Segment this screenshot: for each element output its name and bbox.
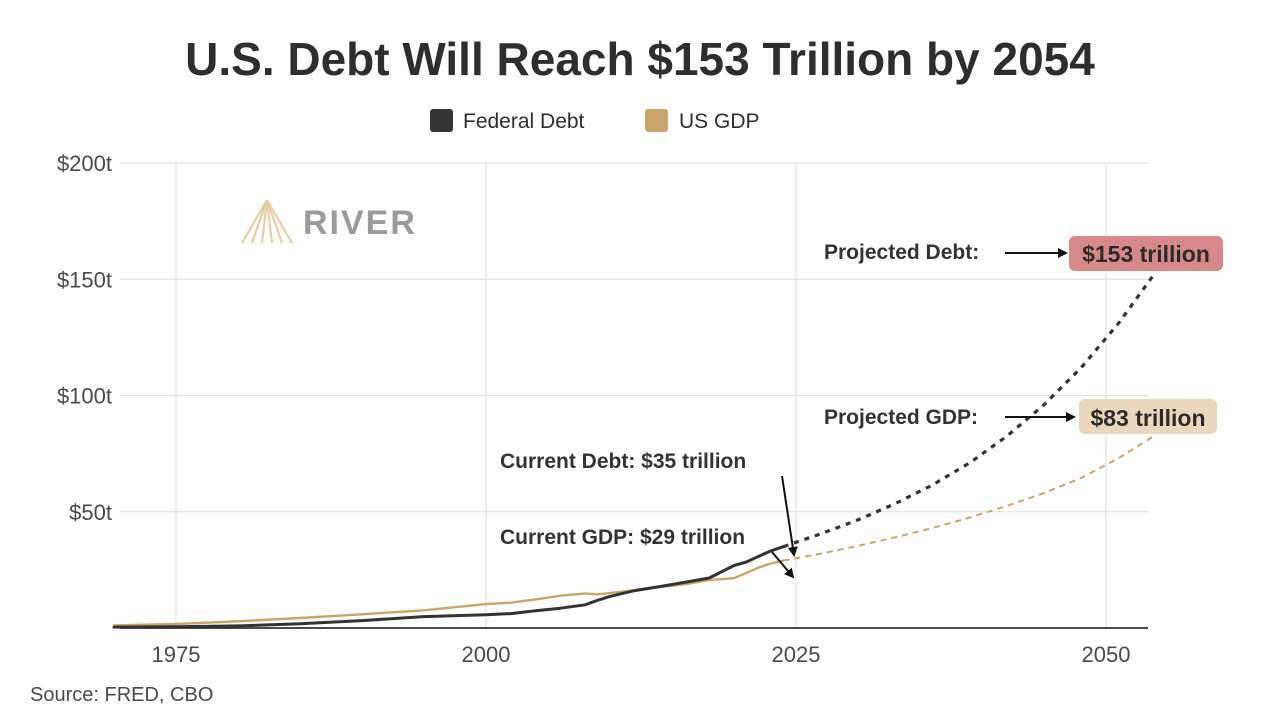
callout-projected-gdp-value: $83 trillion: [1090, 405, 1205, 431]
line-historical-federal-debt: [112, 545, 786, 629]
annotation-projected-debt: Projected Debt: $153 trillion: [824, 236, 1223, 271]
river-logo-icon: [241, 199, 293, 244]
river-logo-text: RIVER: [303, 204, 417, 242]
annotation-current-debt-text: Current Debt: $35 trillion: [500, 450, 746, 473]
annotation-current-gdp: Current GDP: $29 trillion: [500, 526, 795, 579]
arrow-current-gdp: [771, 551, 795, 579]
callout-projected-debt-box: [1069, 236, 1223, 271]
annotation-projected-gdp: Projected GDP: $83 trillion: [824, 399, 1217, 434]
annotation-current-gdp-text: Current GDP: $29 trillion: [500, 526, 745, 549]
arrow-current-debt: [781, 475, 798, 557]
series: [112, 271, 1157, 629]
callout-projected-gdp-box: [1079, 399, 1217, 434]
legend-label-us-gdp: US GDP: [679, 110, 760, 133]
y-tick-label-150: $150t: [57, 267, 112, 292]
x-axis-ticks: 1975 2000 2025 2050: [152, 642, 1131, 667]
legend-swatch-federal-debt: [430, 109, 453, 132]
x-tick-label-2050: 2050: [1082, 642, 1131, 667]
x-tick-label-2025: 2025: [772, 642, 821, 667]
y-tick-label-100: $100t: [57, 384, 112, 409]
chart-title: U.S. Debt Will Reach $153 Trillion by 20…: [185, 33, 1095, 85]
callout-projected-debt-value: $153 trillion: [1082, 241, 1210, 267]
legend-swatch-us-gdp: [645, 109, 668, 132]
line-projected-us-gdp: [783, 434, 1157, 562]
annotation-projected-debt-label: Projected Debt:: [824, 241, 979, 264]
annotation-current-debt: Current Debt: $35 trillion: [500, 450, 798, 557]
annotation-projected-gdp-label: Projected GDP:: [824, 406, 978, 429]
y-axis-ticks: $50t $100t $150t $200t: [57, 151, 112, 525]
x-tick-label-2000: 2000: [462, 642, 511, 667]
river-logo: RIVER: [241, 199, 417, 244]
legend-label-federal-debt: Federal Debt: [463, 110, 585, 133]
y-tick-label-50: $50t: [69, 500, 112, 525]
legend: Federal Debt US GDP: [430, 109, 760, 133]
source-note: Source: FRED, CBO: [30, 684, 213, 706]
grid: [120, 162, 1148, 628]
y-tick-label-200: $200t: [57, 151, 112, 176]
x-tick-label-1975: 1975: [152, 642, 201, 667]
line-historical-us-gdp: [112, 559, 785, 627]
